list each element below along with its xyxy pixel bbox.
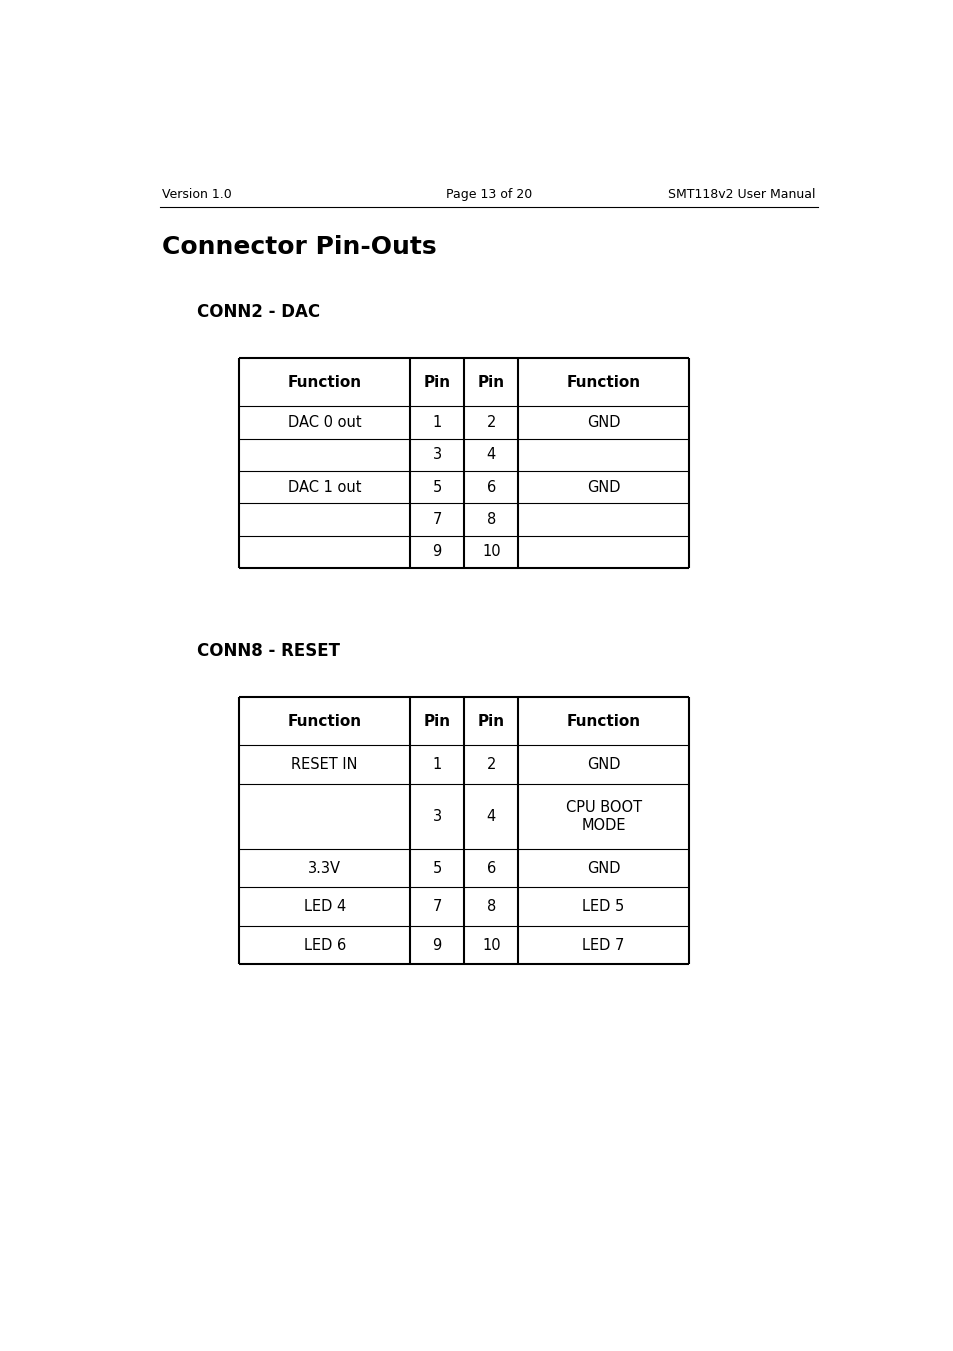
Text: 9: 9 [432,544,441,559]
Text: 7: 7 [432,512,441,527]
Text: 8: 8 [486,512,496,527]
Text: 5: 5 [432,480,441,494]
Text: Pin: Pin [423,374,450,390]
Text: 8: 8 [486,900,496,915]
Text: 3.3V: 3.3V [308,861,341,875]
Text: Connector Pin-Outs: Connector Pin-Outs [162,235,436,259]
Text: 2: 2 [486,757,496,771]
Text: CONN8 - RESET: CONN8 - RESET [196,642,339,661]
Text: 6: 6 [486,861,496,875]
Text: 4: 4 [486,809,496,824]
Text: Page 13 of 20: Page 13 of 20 [445,188,532,201]
Text: 5: 5 [432,861,441,875]
Text: DAC 1 out: DAC 1 out [288,480,361,494]
Text: SMT118v2 User Manual: SMT118v2 User Manual [668,188,815,201]
Text: Version 1.0: Version 1.0 [162,188,232,201]
Text: Function: Function [566,713,640,728]
Text: 1: 1 [432,757,441,771]
Text: LED 6: LED 6 [303,938,345,952]
Text: 1: 1 [432,415,441,430]
Text: RESET IN: RESET IN [291,757,357,771]
Text: 10: 10 [481,938,500,952]
Text: 9: 9 [432,938,441,952]
Text: Function: Function [287,713,361,728]
Text: 6: 6 [486,480,496,494]
Text: GND: GND [586,861,619,875]
Text: Pin: Pin [477,713,504,728]
Text: DAC 0 out: DAC 0 out [288,415,361,430]
Text: LED 7: LED 7 [582,938,624,952]
Text: CONN2 - DAC: CONN2 - DAC [196,303,319,322]
Text: Function: Function [287,374,361,390]
Text: LED 5: LED 5 [582,900,624,915]
Text: GND: GND [586,480,619,494]
Text: 3: 3 [432,447,441,462]
Text: GND: GND [586,757,619,771]
Text: Function: Function [566,374,640,390]
Text: 2: 2 [486,415,496,430]
Text: 3: 3 [432,809,441,824]
Text: Pin: Pin [423,713,450,728]
Text: GND: GND [586,415,619,430]
Text: 4: 4 [486,447,496,462]
Text: 7: 7 [432,900,441,915]
Text: Pin: Pin [477,374,504,390]
Text: CPU BOOT
MODE: CPU BOOT MODE [565,800,641,832]
Text: 10: 10 [481,544,500,559]
Text: LED 4: LED 4 [303,900,345,915]
